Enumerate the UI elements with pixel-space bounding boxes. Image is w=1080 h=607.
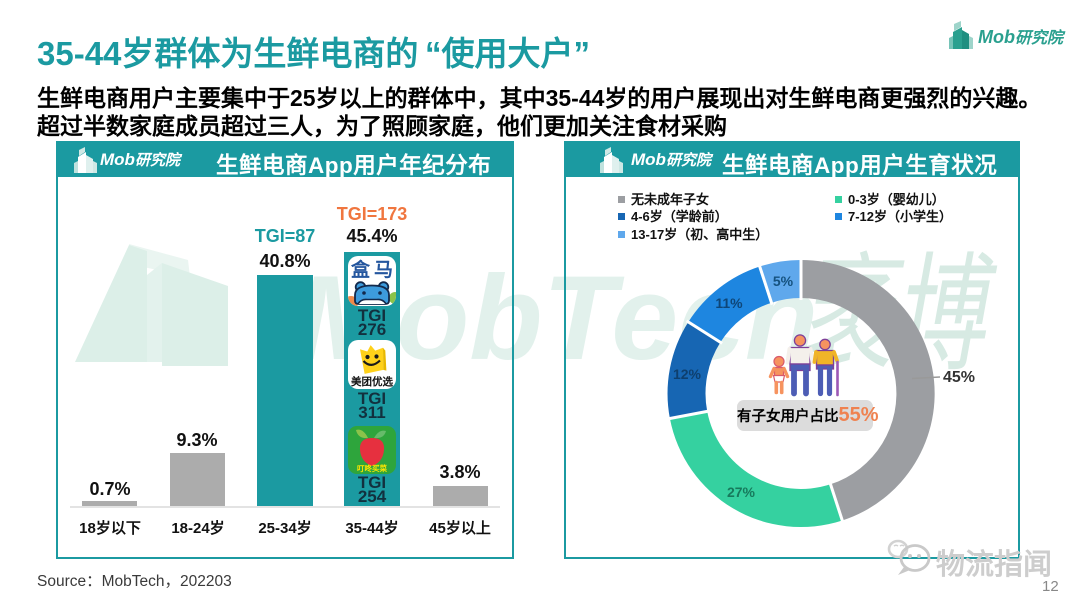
svg-text:美团优选: 美团优选	[351, 375, 393, 388]
svg-text:叮咚买菜: 叮咚买菜	[357, 463, 387, 473]
svg-text:盒马: 盒马	[350, 258, 393, 281]
